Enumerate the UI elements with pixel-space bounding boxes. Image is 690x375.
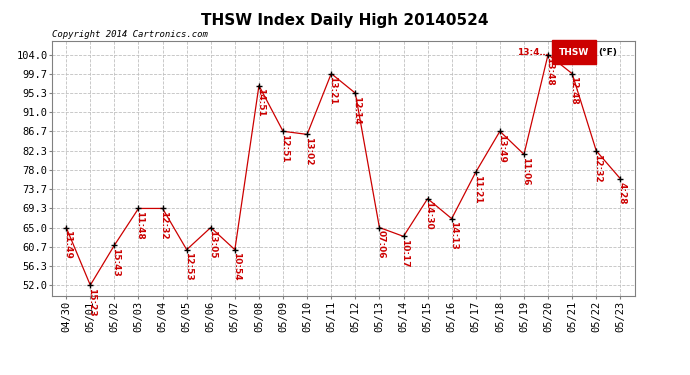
Text: 10:54: 10:54 [232, 252, 241, 281]
Text: 12:51: 12:51 [280, 134, 289, 163]
Text: 14:51: 14:51 [256, 88, 265, 117]
Text: 13:49: 13:49 [497, 134, 506, 163]
Text: 11:49: 11:49 [63, 230, 72, 259]
Text: 12:32: 12:32 [159, 211, 168, 240]
Text: (°F): (°F) [599, 48, 618, 57]
Text: 15:43: 15:43 [111, 248, 120, 277]
Text: 12:14: 12:14 [352, 96, 361, 124]
Text: 11:48: 11:48 [135, 211, 144, 240]
Text: 11:21: 11:21 [473, 175, 482, 204]
Text: 14:30: 14:30 [424, 201, 433, 230]
Text: THSW Index Daily High 20140524: THSW Index Daily High 20140524 [201, 13, 489, 28]
Text: 13:21: 13:21 [328, 76, 337, 105]
Bar [552, 40, 595, 64]
Text: 15:23: 15:23 [87, 288, 96, 316]
Text: 12:32: 12:32 [593, 154, 602, 182]
Text: 11:06: 11:06 [521, 157, 530, 186]
Text: 13:02: 13:02 [304, 137, 313, 166]
Text: 10:17: 10:17 [400, 239, 409, 268]
Text: 4:28: 4:28 [618, 182, 627, 204]
Text: 14:13: 14:13 [448, 221, 457, 250]
Text: 13:05: 13:05 [208, 230, 217, 259]
Text: 07:06: 07:06 [376, 230, 385, 259]
Text: THSW: THSW [559, 48, 589, 57]
Text: 13:4…: 13:4… [518, 48, 549, 57]
Text: Copyright 2014 Cartronics.com: Copyright 2014 Cartronics.com [52, 30, 208, 39]
Text: 12:48: 12:48 [569, 76, 578, 105]
Text: 12:53: 12:53 [184, 252, 193, 281]
Text: 13:48: 13:48 [545, 57, 554, 86]
